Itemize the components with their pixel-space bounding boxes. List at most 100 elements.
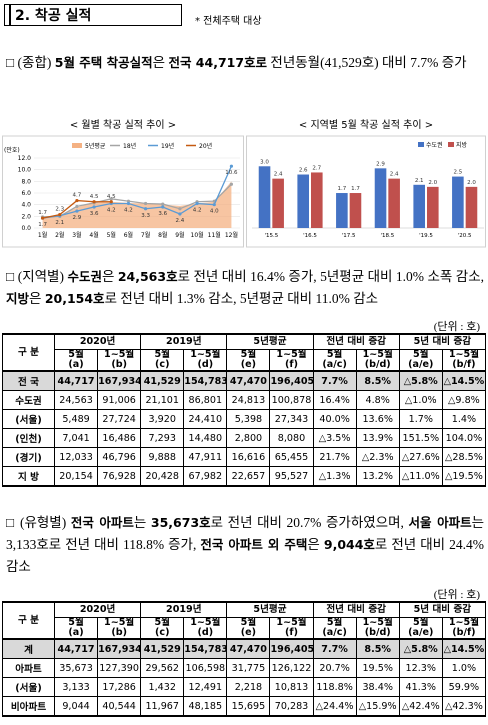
- x-tick-label: 10월: [191, 231, 204, 239]
- header-cell: 5월 (e): [226, 349, 271, 372]
- table-cell: 21,101: [140, 390, 185, 410]
- point: [143, 207, 148, 211]
- bar: [427, 186, 439, 228]
- header-code: (a/c): [322, 359, 347, 370]
- data-label: 4.7: [73, 193, 82, 199]
- data-label: 2.7: [312, 165, 321, 171]
- legend-label: 5년평균: [85, 142, 106, 150]
- x-tick-label: 12월: [225, 231, 238, 239]
- header-cell: 5월 (a/c): [312, 617, 357, 640]
- data-label: 3.0: [260, 159, 269, 165]
- table-cell: 167,934: [97, 370, 142, 391]
- header-month: 5월: [154, 617, 170, 628]
- data-label: 4.2: [193, 208, 202, 214]
- data-label: 10.6: [225, 170, 238, 176]
- header-cell: 1~5월 (b/f): [441, 617, 487, 640]
- header-cell: 2019년: [140, 601, 228, 618]
- table-cell: 3,920: [140, 409, 185, 429]
- bar: [336, 193, 348, 228]
- point: [40, 216, 45, 220]
- header-month: 1~5월: [362, 349, 393, 360]
- header-code: (a/e): [408, 359, 434, 370]
- data-label: 2.4: [176, 218, 185, 224]
- header-cell: 2020년: [53, 601, 142, 618]
- table-cell: 2,800: [226, 428, 271, 448]
- data-label: 4.2: [124, 208, 133, 214]
- bar: [258, 166, 271, 228]
- header-code: (f): [285, 627, 298, 638]
- header-cell: 5년 대비 증감: [398, 333, 487, 350]
- line-chart: < 월별 착공 실적 추이 > (만호) 0.0 2.0 4.0 6.0 8.0 10.0 12…: [2, 119, 244, 248]
- table-row: (서울) 3,133 17,286 1,432 12,491 2,218 10,813 118…: [2, 677, 487, 697]
- table-cell: △14.5%: [441, 638, 487, 659]
- row-label: (서울): [2, 677, 55, 697]
- table-cell: 59.9%: [441, 677, 487, 697]
- table-cell: 12,491: [183, 677, 228, 697]
- table-cell: △42.4%: [398, 696, 443, 717]
- table-cell: 12.3%: [398, 658, 443, 678]
- table-row: 비아파트 9,044 40,544 11,967 48,185 15,695 70,283 △…: [2, 696, 487, 717]
- table-cell: 126,122: [269, 658, 314, 678]
- legend-label: 20년: [199, 142, 212, 150]
- table-row: (인천) 7,041 16,486 7,293 14,480 2,800 8,080 △3.5…: [2, 428, 487, 448]
- data-label: 2.4: [274, 172, 283, 178]
- table-cell: 27,724: [97, 409, 142, 429]
- x-tick-label: 5월: [107, 231, 116, 239]
- table-cell: 91,006: [97, 390, 142, 410]
- header-month: 5월: [413, 349, 429, 360]
- table-cell: 47,470: [226, 370, 271, 391]
- text-run: 은: [152, 55, 169, 70]
- header-month: 1~5월: [276, 617, 307, 628]
- table-cell: △24.4%: [312, 696, 357, 717]
- legend-swatch: [72, 143, 82, 148]
- table-cell: △28.5%: [441, 447, 487, 467]
- header-month: 5월: [240, 349, 257, 360]
- text-run: 수도권: [67, 269, 102, 284]
- data-label: 1.7: [337, 186, 346, 192]
- header-code: (b): [111, 627, 127, 638]
- data-label: 3.6: [158, 211, 167, 217]
- x-tick-label: '17.5: [342, 233, 356, 239]
- text-run: 20,154호: [44, 291, 105, 306]
- legend-label: 수도권: [426, 141, 443, 149]
- table-cell: 5,398: [226, 409, 271, 429]
- point: [178, 207, 182, 211]
- table-cell: 24,813: [226, 390, 271, 410]
- data-label: 3.3: [141, 213, 150, 219]
- table-cell: 7,293: [140, 428, 185, 448]
- table-cell: 5,489: [53, 409, 99, 429]
- table-cell: △19.5%: [441, 466, 487, 487]
- header-row: 구 분 2020년 2019년 5년평균 전년 대비 증감 5년 대비 증감: [2, 601, 487, 640]
- table-cell: 7,041: [53, 428, 99, 448]
- row-label: (인천): [2, 428, 55, 448]
- table-cell: 167,934: [97, 638, 142, 659]
- text-run: 로 전년 대비 24.4% 감소: [6, 537, 484, 574]
- bar: [465, 186, 478, 228]
- table-cell: 1.7%: [398, 409, 443, 429]
- table-cell: 19.5%: [355, 658, 400, 678]
- table-cell: 20,154: [53, 466, 99, 487]
- table-cell: 8.5%: [355, 370, 400, 391]
- point: [229, 182, 234, 186]
- table-row: (경기) 12,033 46,796 9,888 47,911 16,616 65,455 2…: [2, 447, 487, 467]
- text-run: 은: [101, 269, 118, 284]
- table-cell: 65,455: [269, 447, 314, 467]
- header-cell: 1~5월 (b/d): [355, 617, 400, 640]
- table-row: 지 방 20,154 76,928 20,428 67,982 22,657 95,527 △…: [2, 466, 487, 487]
- table-cell: 44,717: [53, 370, 99, 391]
- header-code: (a): [68, 627, 84, 638]
- table-cell: 1,432: [140, 677, 185, 697]
- bar: [349, 193, 362, 228]
- header-month: 1~5월: [104, 617, 135, 628]
- table-cell: 127,390: [97, 658, 142, 678]
- table-cell: 24,563: [53, 390, 99, 410]
- table-cell: 196,405: [269, 370, 314, 391]
- header-row: 5월 (a) 1~5월 (b) 5월 (c) 1~5월 (d) 5월 (e) 1~5월 (f) 5월 (a…: [3, 617, 487, 640]
- data-label: 4.0: [210, 209, 219, 215]
- header-cell: 1~5월 (f): [269, 349, 314, 372]
- data-label: 4.5: [107, 194, 116, 200]
- point: [109, 200, 113, 204]
- table-cell: △11.0%: [398, 466, 443, 487]
- y-axis-label: (만호): [4, 146, 20, 154]
- table-cell: 154,783: [183, 638, 228, 659]
